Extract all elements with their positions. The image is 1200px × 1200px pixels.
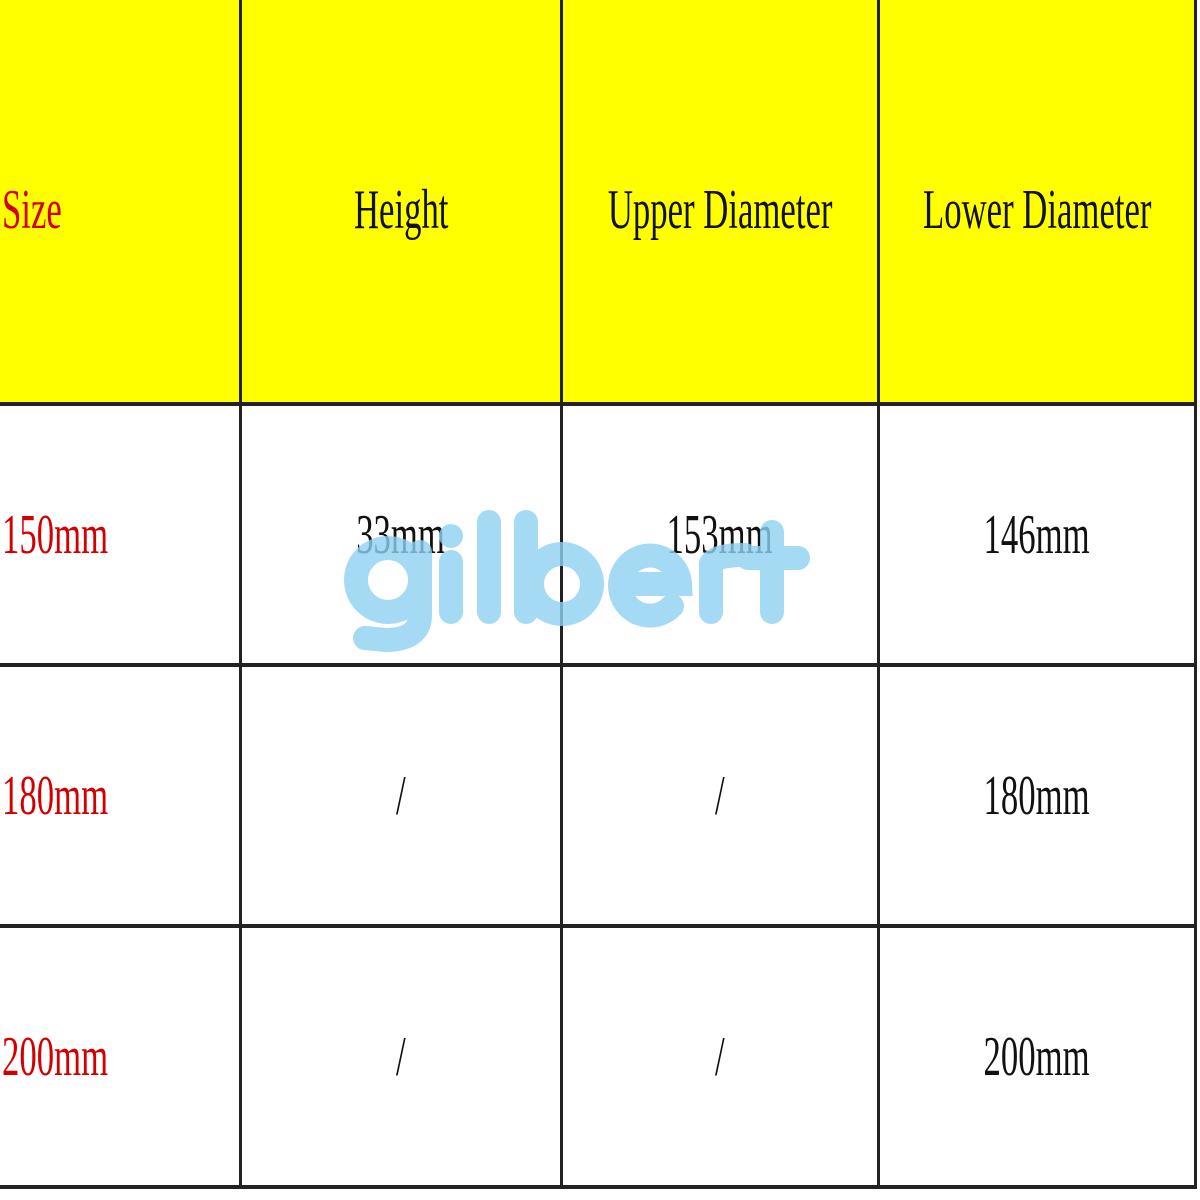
table-cell-lower-diameter: 200mm [880,928,1197,1189]
cell-value: 146mm [983,503,1091,566]
cell-value: / [396,764,406,827]
table-cell-height: 33mm [242,406,563,667]
header-cell-height: Height [242,0,563,406]
cell-value: 153mm [666,503,774,566]
cell-value: 150mm [2,503,109,566]
cell-value: 180mm [983,764,1091,827]
table-cell-upper-diameter: / [563,928,880,1189]
header-label: Size [2,178,62,241]
header-cell-size: Size [0,0,242,406]
table-cell-lower-diameter: 180mm [880,667,1197,928]
cell-value: / [715,1025,725,1088]
cell-value: 200mm [2,1025,109,1088]
cell-value: / [396,1025,406,1088]
cell-value: / [715,764,725,827]
table-cell-size: 150mm [0,406,242,667]
cell-value: 33mm [356,503,446,566]
header-label: Lower Diameter [922,178,1152,241]
header-label: Upper Diameter [607,178,833,241]
table-cell-upper-diameter: 153mm [563,406,880,667]
table-cell-size: 200mm [0,928,242,1189]
table-cell-lower-diameter: 146mm [880,406,1197,667]
table-cell-height: / [242,928,563,1189]
header-label: Height [353,178,449,241]
table-cell-size: 180mm [0,667,242,928]
header-cell-lower-diameter: Lower Diameter [880,0,1197,406]
cell-value: 200mm [983,1025,1091,1088]
table-cell-upper-diameter: / [563,667,880,928]
header-cell-upper-diameter: Upper Diameter [563,0,880,406]
table-cell-height: / [242,667,563,928]
cell-value: 180mm [2,764,109,827]
